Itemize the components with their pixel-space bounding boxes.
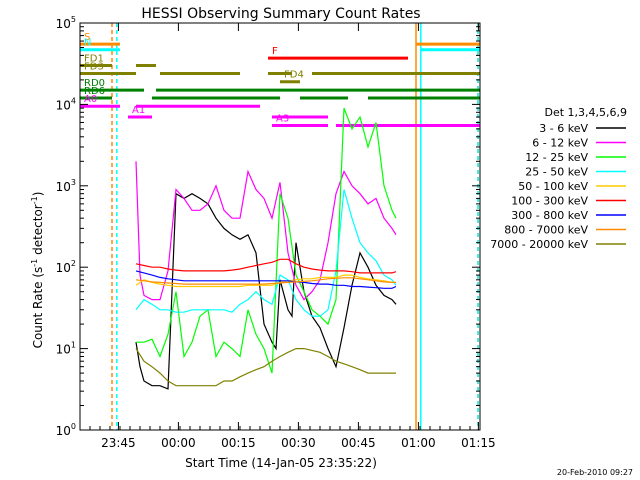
legend-label-800-7000-kev: 800 - 7000 keV [504, 224, 588, 237]
y-tick-label-1: 101 [56, 341, 76, 357]
y-tick-label-5: 105 [56, 15, 76, 31]
legend-label-300-800-kev: 300 - 800 keV [511, 209, 588, 222]
svg-text:Count Rate (s-1 detector-1): Count Rate (s-1 detector-1) [30, 192, 45, 349]
state-label-f: F [272, 46, 278, 57]
state-label-a1: A1 [132, 105, 145, 116]
footer-timestamp: 20-Feb-2010 09:27 [557, 468, 633, 477]
series-line-6-12-kev [135, 161, 397, 301]
state-label-n: N [84, 38, 91, 49]
x-axis-label: Start Time (14-Jan-05 23:35:22) [185, 456, 377, 470]
legend-label-50-100-kev: 50 - 100 keV [518, 180, 588, 193]
series-line-50-100-kev [135, 274, 396, 288]
state-label-a3: A3 [276, 114, 289, 125]
y-tick-label-0: 100 [56, 422, 76, 438]
series-line-100-300-kev [135, 258, 397, 274]
legend-title: Det 1,3,4,5,6,9 [544, 106, 627, 119]
legend-label-25-50-kev: 25 - 50 keV [525, 166, 588, 179]
legend-label-3-6-kev: 3 - 6 keV [539, 122, 588, 135]
series-line-7000-20000-kev [135, 348, 396, 387]
legend-label-12-25-kev: 12 - 25 keV [525, 151, 588, 164]
plot-frame [79, 22, 481, 431]
state-label-a0: A0 [84, 94, 97, 105]
state-label-s: S [84, 32, 90, 43]
y-tick-label-2: 102 [56, 259, 76, 275]
series-line-300-800-kev [135, 270, 397, 289]
x-axis: 23:45 00:00 00:15 00:30 00:45 01:00 01:15 [79, 23, 496, 450]
x-tick-label-23-45: 23:45 [101, 436, 136, 450]
x-tick-label-01-15: 01:15 [461, 436, 496, 450]
chart-title: HESSI Observing Summary Count Rates [141, 6, 420, 22]
legend-label-6-12-kev: 6 - 12 keV [532, 137, 588, 150]
series-line-25-50-kev [135, 189, 397, 317]
state-label-fd3: FD3 [84, 61, 104, 72]
state-label-fd1: FD1 [84, 54, 104, 65]
x-tick-label-00-00: 00:00 [161, 436, 196, 450]
x-tick-label-01-00: 01:00 [401, 436, 436, 450]
series-line-3-6-kev [135, 192, 397, 390]
x-tick-label-00-15: 00:15 [221, 436, 256, 450]
y-axis-label: Count Rate (s-1 detector-1) [30, 192, 45, 349]
legend-label-100-300-kev: 100 - 300 keV [511, 195, 588, 208]
state-label-rd6: RD6 [84, 86, 105, 97]
legend-label-7000-20000-kev: 7000 - 20000 keV [490, 238, 588, 251]
state-label-rd0: RD0 [84, 78, 105, 89]
x-tick-label-00-30: 00:30 [281, 436, 316, 450]
y-axis: 100 101 102 103 104 105 [56, 15, 480, 438]
y-tick-label-4: 104 [56, 96, 76, 112]
series-line-12-25-kev [136, 107, 397, 374]
state-label-fd4: FD4 [284, 70, 304, 81]
y-tick-label-3: 103 [56, 178, 76, 194]
x-tick-label-00-45: 00:45 [341, 436, 376, 450]
series-line-800-7000-kev [135, 277, 396, 285]
